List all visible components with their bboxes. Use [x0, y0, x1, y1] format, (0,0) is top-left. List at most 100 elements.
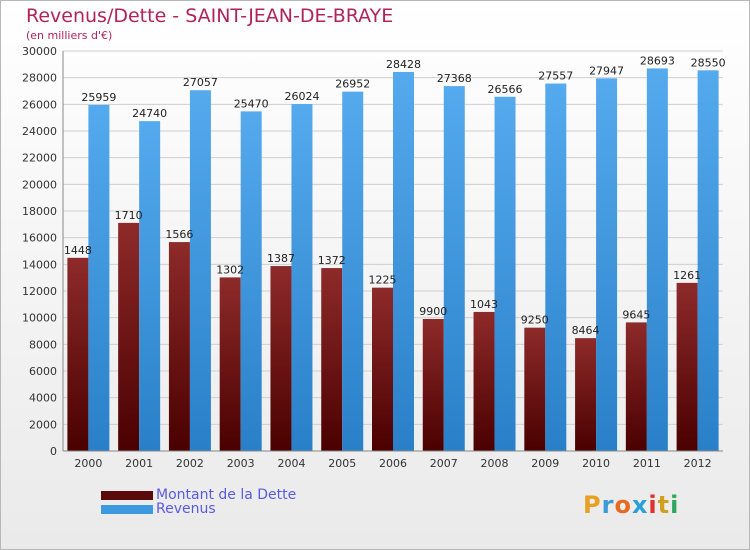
bar-revenus — [291, 104, 313, 451]
bar-revenus — [545, 83, 567, 451]
legend-item-revenus: Revenus — [101, 501, 216, 517]
bar-revenus — [596, 78, 618, 451]
data-label-revenus: 26952 — [335, 78, 370, 91]
y-tick-label: 26000 — [22, 98, 57, 111]
logo-letter: r — [601, 491, 615, 519]
bar-revenus — [189, 90, 211, 452]
data-label-revenus: 27368 — [437, 72, 472, 85]
bar-debt — [321, 268, 343, 451]
x-tick-label: 2005 — [328, 457, 356, 470]
y-tick-label: 4000 — [29, 392, 57, 405]
legend-swatch-revenus — [101, 504, 153, 514]
data-label-debt: 8464 — [572, 324, 600, 337]
y-tick-label: 10000 — [22, 312, 57, 325]
x-tick-label: 2012 — [684, 457, 712, 470]
y-tick-label: 18000 — [22, 205, 57, 218]
x-tick-label: 2002 — [176, 457, 204, 470]
data-label-debt: 1710 — [115, 209, 143, 222]
logo-letter: t — [657, 491, 671, 519]
bar-debt — [270, 266, 292, 451]
y-tick-label: 6000 — [29, 365, 57, 378]
x-tick-label: 2007 — [430, 457, 458, 470]
logo-letter: i — [648, 491, 658, 519]
y-tick-label: 2000 — [29, 418, 57, 431]
data-label-debt: 1225 — [369, 274, 397, 287]
bar-debt — [219, 277, 241, 451]
y-tick-label: 28000 — [22, 72, 57, 85]
x-tick-label: 2009 — [531, 457, 559, 470]
bar-revenus — [139, 121, 161, 451]
bar-revenus — [240, 111, 262, 452]
data-label-debt: 1387 — [267, 252, 295, 265]
data-label-revenus: 28693 — [640, 54, 675, 67]
bar-debt — [118, 222, 140, 451]
data-label-debt: 1043 — [470, 298, 498, 311]
y-tick-label: 22000 — [22, 152, 57, 165]
x-tick-label: 2006 — [379, 457, 407, 470]
bar-debt — [524, 327, 546, 451]
data-label-debt: 1448 — [64, 244, 92, 257]
y-tick-label: 14000 — [22, 258, 57, 271]
bar-debt — [168, 242, 190, 451]
data-label-revenus: 27557 — [538, 70, 573, 83]
data-label-revenus: 24740 — [132, 107, 167, 120]
data-label-revenus: 28428 — [386, 58, 421, 71]
y-tick-label: 20000 — [22, 178, 57, 191]
legend-label-revenus: Revenus — [156, 501, 216, 517]
y-tick-label: 16000 — [22, 232, 57, 245]
legend-label-debt: Montant de la Dette — [156, 487, 297, 503]
data-label-debt: 1372 — [318, 254, 346, 267]
legend-item-debt: Montant de la Dette — [101, 487, 296, 503]
chart-subtitle: (en milliers d'€) — [26, 29, 113, 42]
data-label-revenus: 27057 — [183, 76, 218, 89]
bar-revenus — [646, 68, 668, 451]
y-tick-label: 30000 — [22, 45, 57, 58]
data-label-revenus: 26024 — [284, 90, 319, 103]
bar-debt — [625, 322, 647, 451]
x-axis: 2000 2001 2002 2003 2004 2005 2006 2007 2008 2009… — [63, 450, 723, 470]
logo-letter: x — [631, 491, 649, 519]
bar-debt — [676, 282, 698, 451]
bar-debt — [372, 287, 393, 451]
data-label-revenus: 27947 — [589, 64, 624, 77]
data-label-debt: 9900 — [419, 305, 447, 318]
data-label-debt: 9250 — [521, 314, 549, 327]
y-tick-label: 12000 — [22, 285, 57, 298]
bar-debt — [473, 311, 495, 451]
bar-revenus — [393, 71, 414, 452]
x-tick-label: 2011 — [633, 457, 661, 470]
bar-revenus — [342, 91, 364, 451]
bars — [67, 68, 719, 452]
data-label-revenus: 25959 — [81, 91, 116, 104]
data-label-debt: 1566 — [165, 228, 193, 241]
y-tick-label: 0 — [50, 445, 57, 458]
x-tick-label: 2001 — [125, 457, 153, 470]
y-tick-label: 8000 — [29, 338, 57, 351]
data-label-debt: 1261 — [673, 269, 701, 282]
x-tick-label: 2008 — [481, 457, 509, 470]
data-label-revenus: 28550 — [691, 56, 726, 69]
y-tick-label: 24000 — [22, 125, 57, 138]
x-tick-label: 2000 — [74, 457, 102, 470]
chart-title: Revenus/Dette - SAINT-JEAN-DE-BRAYE — [26, 5, 394, 27]
bar-debt — [575, 338, 597, 451]
proxiti-logo: Proxiti — [583, 491, 679, 519]
x-tick-label: 2003 — [227, 457, 255, 470]
x-tick-label: 2010 — [582, 457, 610, 470]
bar-revenus — [88, 104, 110, 451]
data-label-debt: 9645 — [622, 308, 650, 321]
logo-letter: o — [614, 491, 632, 519]
logo-letter: P — [583, 491, 602, 519]
data-labels: 1448 25959 1710 24740 1566 27057 1302 25470 1387… — [64, 54, 726, 337]
bar-revenus — [494, 96, 516, 451]
legend-swatch-debt — [101, 490, 153, 500]
y-axis: 0 2000 4000 6000 8000 10000 12000 14000 16000 180… — [22, 45, 64, 458]
data-label-debt: 1302 — [216, 263, 244, 276]
x-tick-label: 2004 — [277, 457, 305, 470]
bar-debt — [67, 257, 89, 451]
logo-letter: i — [670, 491, 680, 519]
bar-revenus — [443, 86, 465, 452]
data-label-revenus: 26566 — [488, 83, 523, 96]
